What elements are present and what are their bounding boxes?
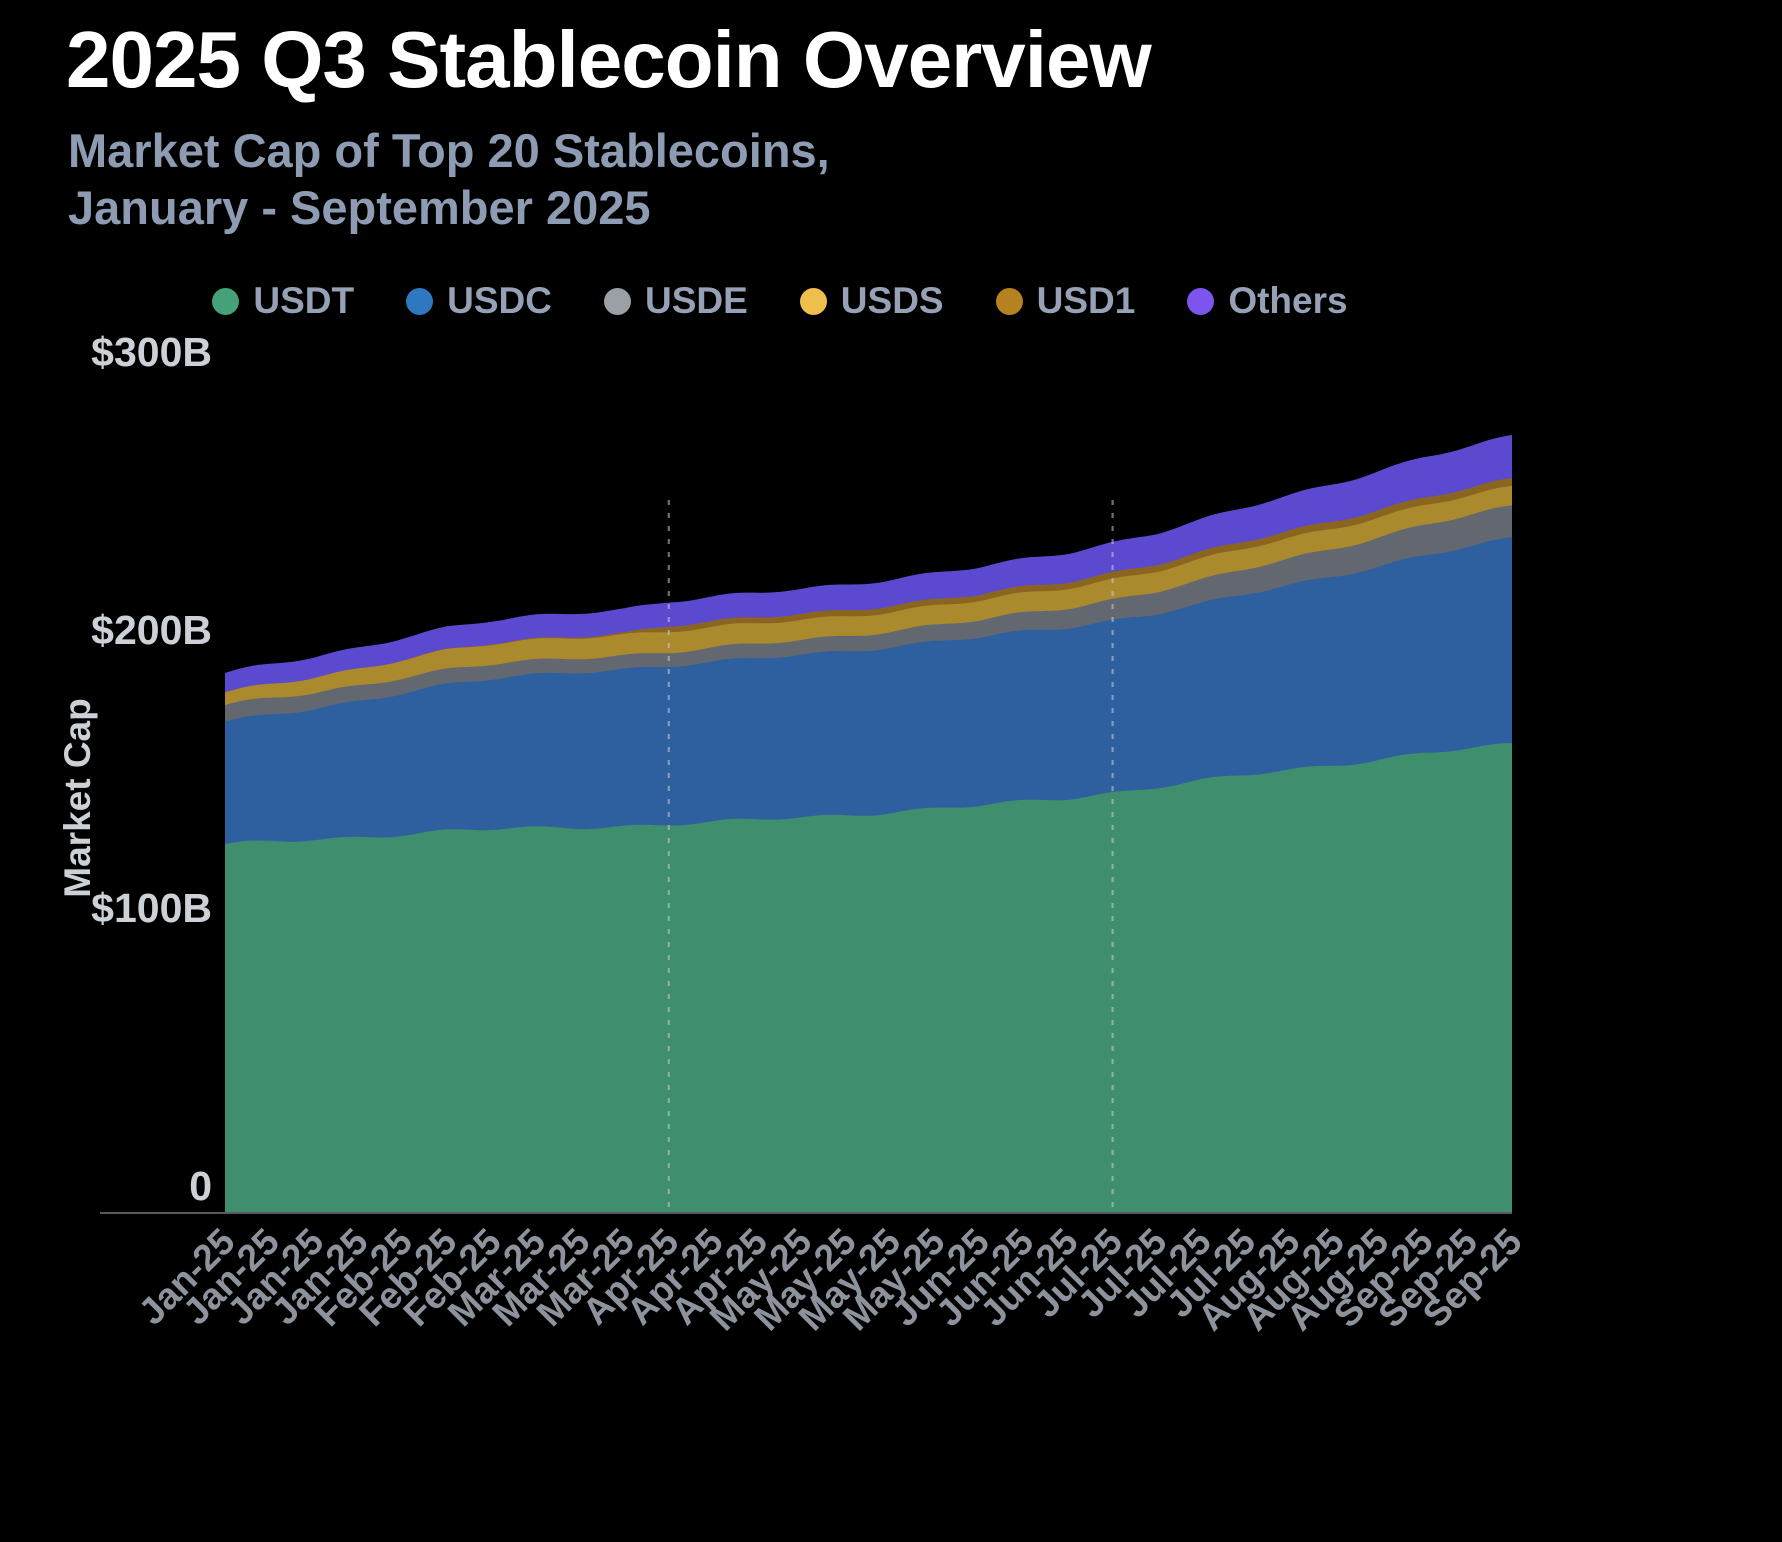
y-axis-title: Market Cap bbox=[57, 698, 98, 897]
legend-label: USDE bbox=[644, 280, 748, 321]
y-tick-label: $200B bbox=[91, 607, 212, 653]
legend-item-usdt: USDT bbox=[212, 280, 354, 322]
y-tick-label: 0 bbox=[189, 1163, 212, 1209]
legend-item-usde: USDE bbox=[603, 280, 748, 322]
legend-item-usdc: USDC bbox=[406, 280, 552, 322]
legend-label: USDS bbox=[840, 280, 944, 321]
y-tick-label: $100B bbox=[91, 885, 212, 931]
legend-dot-usds bbox=[799, 287, 827, 315]
area-usdt bbox=[225, 743, 1512, 1212]
legend-label: USD1 bbox=[1036, 280, 1136, 321]
legend-dot-others bbox=[1187, 287, 1215, 315]
subtitle-line-1: Market Cap of Top 20 Stablecoins, bbox=[68, 124, 830, 177]
legend-dot-usdc bbox=[406, 287, 434, 315]
subtitle-line-2: January - September 2025 bbox=[68, 181, 651, 235]
chart-subtitle: Market Cap of Top 20 Stablecoins, Januar… bbox=[68, 122, 830, 237]
legend-label: USDC bbox=[447, 280, 552, 321]
legend-item-others: Others bbox=[1187, 280, 1348, 322]
y-tick-label: $300B bbox=[91, 329, 212, 375]
legend-label: USDT bbox=[253, 280, 355, 321]
legend-dot-usd1 bbox=[995, 287, 1023, 315]
page-title: 2025 Q3 Stablecoin Overview bbox=[66, 15, 1152, 104]
legend-item-usds: USDS bbox=[799, 280, 944, 322]
legend-dot-usde bbox=[603, 287, 631, 315]
legend-dot-usdt bbox=[212, 287, 240, 315]
chart-legend: USDT USDC USDE USDS USD1 Others bbox=[0, 280, 1560, 322]
legend-item-usd1: USD1 bbox=[995, 280, 1136, 322]
legend-label: Others bbox=[1228, 280, 1348, 321]
